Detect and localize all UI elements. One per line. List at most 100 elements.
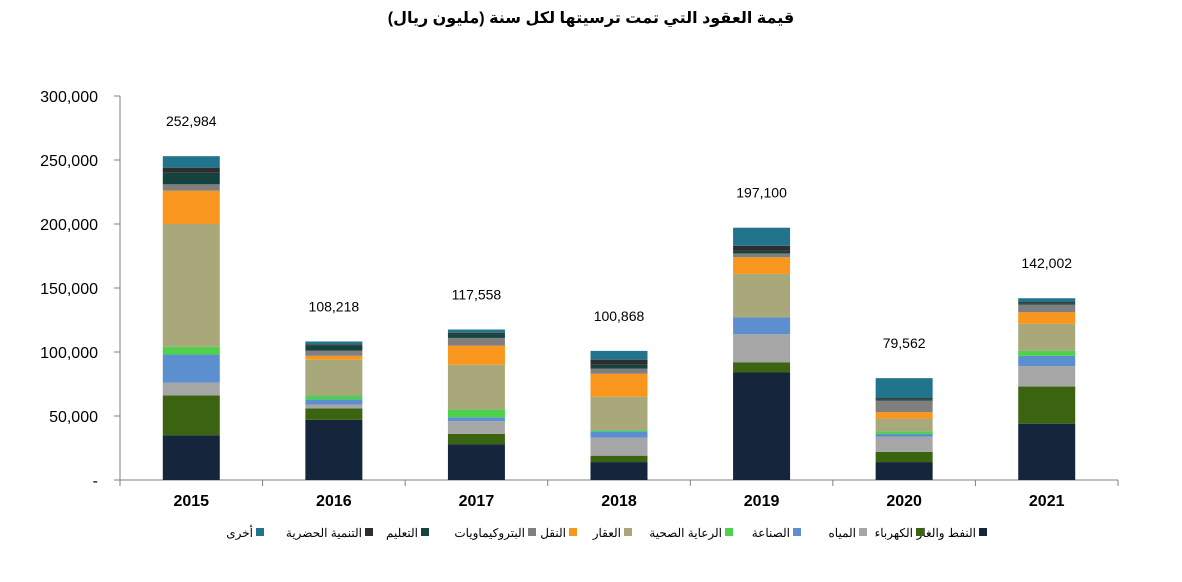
- bar-segment: [305, 350, 363, 356]
- legend-swatch: [624, 528, 632, 536]
- bar-segment: [447, 332, 505, 335]
- bar-segment: [1018, 302, 1076, 304]
- x-category-label: 2015: [173, 493, 209, 510]
- y-tick-label: -: [93, 473, 98, 490]
- legend-swatch: [528, 528, 536, 536]
- legend-label: أخرى: [226, 525, 253, 540]
- bar-segment: [1018, 298, 1076, 303]
- bar-segment: [1018, 303, 1076, 305]
- labels: 2015 252,984 2016 108,218 2017 117,558 2018 100…: [166, 113, 1072, 510]
- y-tick-label: 200,000: [40, 217, 98, 234]
- bar-segment: [162, 224, 220, 347]
- bar-segment: [590, 431, 648, 438]
- bar-segment: [590, 350, 648, 360]
- legend-swatch: [979, 528, 987, 536]
- y-tick-label: 100,000: [40, 345, 98, 362]
- legend-label: النقل: [540, 526, 566, 540]
- bar-segment: [305, 419, 363, 480]
- bar-segment: [733, 253, 791, 258]
- bar-segment: [733, 372, 791, 480]
- bar-segment: [162, 167, 220, 173]
- bar-segment: [733, 273, 791, 318]
- bar-segment: [1018, 304, 1076, 313]
- bar-segment: [305, 355, 363, 360]
- legend-swatch: [793, 528, 801, 536]
- bar-segment: [162, 184, 220, 191]
- legend-swatch: [916, 528, 924, 536]
- bar-segment: [162, 156, 220, 168]
- bar-segment: [305, 395, 363, 400]
- bar-segment: [733, 250, 791, 254]
- bar-segment: [590, 430, 648, 432]
- bar-segment: [1018, 350, 1076, 356]
- legend-label: التعليم: [386, 526, 418, 540]
- x-category-label: 2017: [459, 493, 495, 510]
- bar-segment: [590, 364, 648, 369]
- bar-segment: [733, 257, 791, 274]
- x-category-label: 2016: [316, 493, 352, 510]
- bar-segment: [162, 190, 220, 224]
- bar-segment: [733, 334, 791, 363]
- total-data-label: 142,002: [1021, 255, 1072, 271]
- legend-label: النفط والغاز: [916, 526, 976, 540]
- bar-segment: [875, 398, 933, 400]
- bar-segment: [875, 436, 933, 452]
- legend-swatch: [569, 528, 577, 536]
- bar-segment: [305, 404, 363, 409]
- legend-swatch: [365, 528, 373, 536]
- bar-segment: [305, 344, 363, 346]
- bar-segment: [305, 408, 363, 420]
- y-tick-label: 250,000: [40, 153, 98, 170]
- bar-segment: [875, 451, 933, 463]
- bar-segment: [305, 399, 363, 405]
- x-category-label: 2018: [601, 493, 637, 510]
- y-tick-label: 150,000: [40, 281, 98, 298]
- bar-segment: [305, 345, 363, 351]
- chart-title: قيمة العقود التي تمت ترسيتها لكل سنة (مل…: [387, 10, 795, 27]
- bar-segment: [162, 382, 220, 396]
- bar-segment: [447, 417, 505, 422]
- legend-swatch: [725, 528, 733, 536]
- y-tick-label: 50,000: [49, 409, 98, 426]
- legend-swatch: [421, 528, 429, 536]
- bar-segment: [1018, 312, 1076, 324]
- bar-segment: [590, 359, 648, 365]
- legend-label: الصناعة: [752, 526, 790, 540]
- legend-label: العقار: [592, 526, 621, 540]
- bar-segment: [447, 364, 505, 410]
- legend-label: الكهرباء: [875, 526, 913, 540]
- bar-segment: [875, 418, 933, 432]
- legend-swatch: [859, 528, 867, 536]
- total-data-label: 79,562: [883, 335, 926, 351]
- bar-segment: [162, 435, 220, 480]
- bar-segment: [590, 455, 648, 463]
- bar-segment: [305, 341, 363, 345]
- bar-segment: [590, 437, 648, 456]
- bar-segment: [162, 395, 220, 436]
- bar-segment: [590, 373, 648, 397]
- bar-segment: [1018, 423, 1076, 480]
- bar-segment: [447, 421, 505, 434]
- total-data-label: 117,558: [452, 287, 502, 303]
- bar-segment: [733, 245, 791, 251]
- legend-label: التنمية الحضرية: [286, 526, 362, 540]
- bar-segment: [305, 359, 363, 396]
- legend-label: البتروكيماويات: [454, 526, 525, 540]
- legend-swatch: [256, 528, 264, 536]
- bar-segment: [447, 329, 505, 333]
- total-data-label: 197,100: [736, 185, 787, 201]
- bar-segment: [162, 172, 220, 185]
- bar-segment: [875, 431, 933, 434]
- x-category-label: 2020: [886, 493, 922, 510]
- bar-segment: [162, 354, 220, 383]
- bar-segment: [590, 462, 648, 480]
- total-data-label: 100,868: [594, 308, 645, 324]
- bar-segment: [875, 400, 933, 413]
- bar-segment: [447, 337, 505, 346]
- bar-segment: [875, 462, 933, 480]
- bar-segment: [733, 362, 791, 373]
- x-category-label: 2019: [744, 493, 780, 510]
- bar-segment: [1018, 366, 1076, 387]
- total-data-label: 108,218: [309, 298, 360, 314]
